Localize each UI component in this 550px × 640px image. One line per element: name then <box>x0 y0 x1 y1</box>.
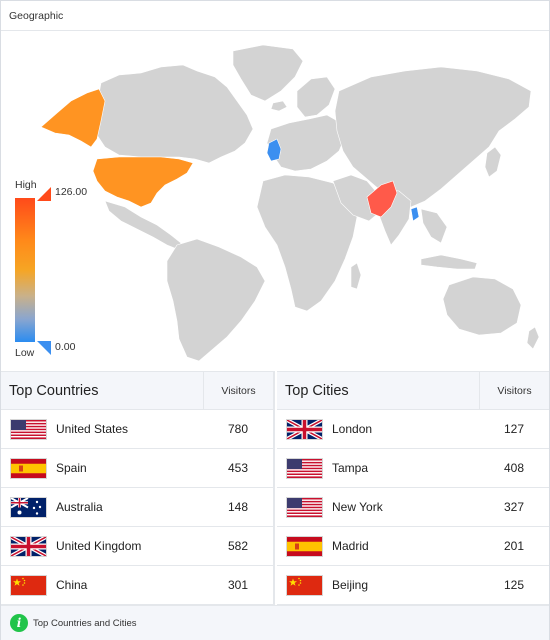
africa-region <box>256 174 358 312</box>
japan-region <box>484 146 502 178</box>
us-flag-icon <box>286 458 323 479</box>
visitor-count: 408 <box>503 461 525 475</box>
visitors-column-header[interactable]: Visitors <box>479 372 549 410</box>
country-name: Spain <box>56 461 87 475</box>
table-row[interactable]: New York 327 <box>277 488 549 527</box>
us-flag-icon <box>286 497 323 518</box>
southeast-asia-region <box>420 208 448 244</box>
top-cities-table: Top Cities Visitors London <box>277 371 549 605</box>
city-name: Beijing <box>332 578 369 592</box>
legend-max-marker <box>37 187 51 201</box>
mexico-region <box>104 200 182 250</box>
uk-region <box>266 138 282 162</box>
cn-flag-icon <box>286 575 323 596</box>
legend-max-value: 126.00 <box>55 186 88 198</box>
visitor-count: 301 <box>227 578 249 592</box>
table-row[interactable]: London 127 <box>277 410 549 449</box>
tables-section: Top Countries Visitors United States 780 <box>1 371 549 605</box>
top-countries-rows: United States 780 Spain 453 <box>1 410 273 605</box>
alaska-region <box>40 88 106 148</box>
visitor-count: 127 <box>503 422 525 436</box>
usa-region <box>92 156 194 208</box>
uk-flag-icon <box>286 419 323 440</box>
table-row[interactable]: Madrid 201 <box>277 527 549 566</box>
visitor-count: 327 <box>503 500 525 514</box>
visitor-count: 148 <box>227 500 249 514</box>
panel-footer: i Top Countries and Cities <box>1 605 549 640</box>
es-flag-icon <box>286 536 323 557</box>
legend-low-label: Low <box>15 347 35 359</box>
uk-flag-icon <box>10 536 47 557</box>
scandinavia-region <box>296 76 336 118</box>
visitor-count: 201 <box>503 539 525 553</box>
world-map-svg[interactable] <box>1 31 549 371</box>
top-cities-title: Top Cities <box>285 383 349 399</box>
asia-region <box>334 66 532 208</box>
canada-region <box>94 64 254 164</box>
madagascar-region <box>350 262 362 290</box>
top-countries-title: Top Countries <box>9 383 99 399</box>
country-name: Australia <box>56 500 103 514</box>
cn-flag-icon <box>10 575 47 596</box>
visitors-column-header[interactable]: Visitors <box>203 372 273 410</box>
city-name: New York <box>332 500 383 514</box>
table-row[interactable]: United States 780 <box>1 410 273 449</box>
country-name: United States <box>56 422 129 436</box>
top-cities-header: Top Cities Visitors <box>277 371 549 410</box>
table-row[interactable]: Beijing 125 <box>277 566 549 605</box>
top-cities-rows: London 127 Tampa 408 <box>277 410 549 605</box>
city-name: Madrid <box>332 539 369 553</box>
greenland-region <box>232 44 304 102</box>
city-name: Tampa <box>332 461 369 475</box>
footer-caption: Top Countries and Cities <box>33 618 137 629</box>
info-icon[interactable]: i <box>10 614 28 632</box>
legend-color-scale <box>15 198 35 342</box>
legend-high-label: High <box>15 179 37 191</box>
es-flag-icon <box>10 458 47 479</box>
country-name: United Kingdom <box>56 539 142 553</box>
country-name: China <box>56 578 88 592</box>
visitor-count: 125 <box>503 578 525 592</box>
table-row[interactable]: Spain 453 <box>1 449 273 488</box>
bangladesh-region <box>410 206 420 222</box>
table-row[interactable]: United Kingdom 582 <box>1 527 273 566</box>
panel-title: Geographic <box>9 10 64 22</box>
visitor-count: 453 <box>227 461 249 475</box>
new-zealand-region <box>526 326 540 350</box>
world-map[interactable]: High 126.00 0.00 Low <box>1 31 549 371</box>
top-countries-table: Top Countries Visitors United States 780 <box>1 371 275 605</box>
visitor-count: 582 <box>227 539 249 553</box>
au-flag-icon <box>10 497 47 518</box>
city-name: London <box>332 422 373 436</box>
visitor-count: 780 <box>227 422 249 436</box>
table-row[interactable]: China 301 <box>1 566 273 605</box>
iceland-region <box>270 100 288 112</box>
table-row[interactable]: Australia 148 <box>1 488 273 527</box>
legend-min-value: 0.00 <box>55 341 76 353</box>
australia-region <box>442 276 522 336</box>
top-countries-header: Top Countries Visitors <box>1 371 273 410</box>
us-flag-icon <box>10 419 47 440</box>
south-america-region <box>166 238 266 362</box>
legend-min-marker <box>37 341 51 355</box>
panel-header: Geographic <box>1 1 549 31</box>
pakistan-region <box>366 180 398 218</box>
table-row[interactable]: Tampa 408 <box>277 449 549 488</box>
indonesia-region <box>420 254 478 270</box>
